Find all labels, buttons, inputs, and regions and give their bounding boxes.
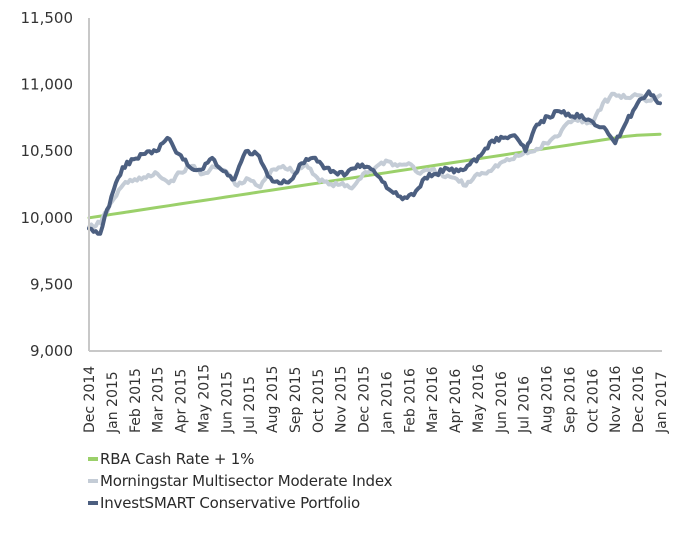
x-tick-label: Oct 2015	[311, 369, 327, 433]
x-tick-label: Nov 2016	[608, 366, 624, 433]
y-tick-label: 10,000	[21, 209, 74, 227]
x-tick-label: Nov 2015	[334, 366, 350, 433]
x-tick-label: May 2016	[471, 364, 487, 433]
x-tick-label: Sep 2016	[562, 366, 578, 433]
x-tick-label: Aug 2016	[540, 365, 556, 433]
x-tick-label: Jan 2017	[654, 371, 670, 434]
y-tick-label: 9,500	[30, 275, 73, 293]
x-tick-label: May 2015	[196, 364, 212, 433]
x-tick-label: Apr 2016	[448, 369, 464, 433]
x-tick-label: Jul 2016	[517, 376, 533, 434]
x-tick-label: Jul 2015	[242, 376, 258, 434]
x-tick-label: Jan 2015	[105, 371, 121, 434]
x-axis-ticks: Dec 2014 Jan 2015 Feb 2015 Mar 2015 Apr 2015…	[82, 364, 670, 434]
legend: RBA Cash Rate + 1% Morningstar Multisect…	[88, 448, 393, 514]
x-tick-label: Feb 2016	[402, 368, 418, 433]
legend-swatch-rba	[88, 457, 98, 461]
x-tick-label: Dec 2016	[631, 366, 647, 433]
series-line-morningstar-multisector-moderate-index	[87, 91, 662, 230]
y-axis-ticks: 9,000 9,500 10,000 10,500 11,000 11,500	[21, 9, 74, 360]
series-line-investsmart-conservative-portfolio	[87, 89, 662, 236]
y-tick-label: 10,500	[21, 142, 74, 160]
y-tick-label: 11,500	[21, 9, 74, 27]
legend-swatch-investsmart	[88, 501, 98, 505]
x-tick-label: Aug 2015	[265, 366, 281, 433]
y-tick-label: 9,000	[30, 342, 73, 360]
legend-label: RBA Cash Rate + 1%	[100, 450, 255, 468]
legend-item-morningstar: Morningstar Multisector Moderate Index	[88, 470, 393, 492]
line-chart: 9,000 9,500 10,000 10,500 11,000 11,500 Dec 2…	[21, 9, 671, 434]
x-tick-label: Feb 2015	[128, 368, 144, 433]
legend-label: Morningstar Multisector Moderate Index	[100, 472, 393, 490]
legend-item-investsmart: InvestSMART Conservative Portfolio	[88, 492, 392, 514]
x-tick-label: Dec 2015	[357, 366, 373, 433]
x-tick-label: Dec 2014	[82, 366, 98, 433]
x-tick-label: Mar 2015	[151, 367, 167, 434]
x-tick-label: Sep 2015	[288, 367, 304, 433]
x-tick-label: Apr 2015	[174, 369, 190, 433]
legend-swatch-morningstar	[88, 479, 98, 483]
x-tick-label: Jun 2016	[494, 371, 510, 434]
x-tick-label: Jan 2016	[379, 371, 395, 434]
y-tick-label: 11,000	[21, 76, 74, 94]
x-tick-label: Mar 2016	[425, 366, 441, 433]
series-group	[87, 89, 662, 236]
x-tick-label: Jun 2015	[219, 371, 235, 434]
legend-label: InvestSMART Conservative Portfolio	[100, 494, 360, 512]
x-tick-label: Oct 2016	[585, 369, 601, 433]
legend-item-rba: RBA Cash Rate + 1%	[88, 448, 392, 470]
